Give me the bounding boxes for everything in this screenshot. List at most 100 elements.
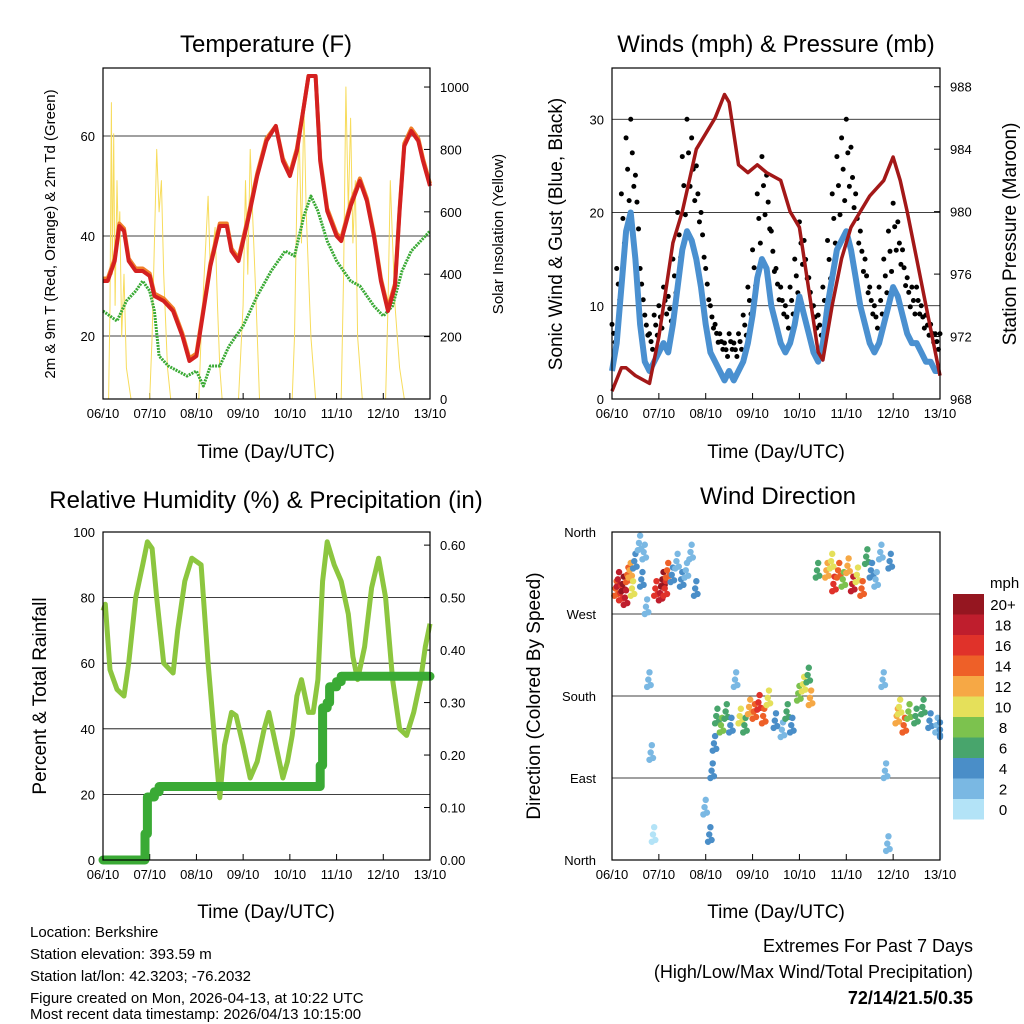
direction-point bbox=[635, 539, 643, 547]
legend-label: 16 bbox=[995, 638, 1012, 655]
legend-label: 8 bbox=[999, 720, 1007, 737]
direction-point bbox=[665, 559, 672, 567]
legend-swatch bbox=[953, 758, 984, 779]
direction-point bbox=[646, 669, 653, 676]
gust-point bbox=[679, 154, 685, 160]
legend-swatch bbox=[953, 717, 984, 738]
direction-point bbox=[839, 576, 846, 583]
direction-point bbox=[878, 541, 885, 548]
gust-point bbox=[881, 256, 887, 262]
wind-direction-panel: 06/10 07/10 08/10 09/10 10/10 11/10 12/10 13/10… bbox=[562, 525, 956, 882]
direction-point bbox=[653, 578, 660, 585]
gust-point bbox=[631, 183, 637, 189]
gust-point bbox=[643, 322, 649, 328]
direction-point bbox=[874, 581, 882, 589]
direction-point bbox=[652, 585, 659, 592]
y-tick-label: 40 bbox=[81, 229, 95, 244]
x-tick-label: 06/10 bbox=[87, 867, 120, 882]
gust-point bbox=[618, 191, 624, 197]
gust-point bbox=[781, 311, 787, 317]
direction-point bbox=[885, 833, 892, 840]
gust-point bbox=[857, 228, 863, 234]
legend-label: 14 bbox=[995, 659, 1012, 676]
gust-point bbox=[671, 273, 677, 279]
direction-point bbox=[884, 840, 891, 847]
gust-point bbox=[918, 303, 924, 309]
direction-point bbox=[898, 709, 905, 716]
direction-point bbox=[895, 703, 903, 711]
gust-point bbox=[892, 224, 898, 230]
direction-point bbox=[886, 557, 893, 565]
x-tick-label: 07/10 bbox=[133, 867, 166, 882]
direction-point bbox=[641, 541, 648, 548]
gust-point bbox=[700, 232, 706, 238]
direction-point bbox=[741, 721, 748, 729]
x-tick-label: 12/10 bbox=[367, 867, 400, 882]
temperature-ylabel: 2m & 9m T (Red, Orange) & 2m Td (Green) bbox=[42, 89, 59, 378]
direction-point bbox=[649, 754, 657, 762]
direction-point bbox=[624, 599, 631, 607]
gust-point bbox=[626, 198, 632, 204]
gust-point bbox=[775, 281, 781, 287]
gust-point bbox=[895, 219, 901, 225]
gust-point bbox=[789, 298, 795, 304]
gust-point bbox=[692, 198, 698, 204]
gust-point bbox=[870, 311, 876, 317]
gust-point bbox=[845, 150, 851, 156]
y-right-tick-label: 976 bbox=[950, 267, 972, 282]
y-right-tick-label: 972 bbox=[950, 330, 972, 345]
gust-point bbox=[921, 325, 927, 331]
direction-point bbox=[708, 767, 715, 774]
direction-point bbox=[707, 824, 714, 831]
direction-point bbox=[816, 572, 823, 579]
direction-point bbox=[884, 772, 891, 780]
direction-point bbox=[860, 590, 868, 598]
legend-swatch bbox=[953, 594, 984, 615]
gust-point bbox=[676, 232, 682, 238]
gust-point bbox=[848, 144, 854, 150]
gust-point bbox=[675, 210, 681, 216]
gust-point bbox=[701, 254, 707, 260]
y-right-tick-label: 1000 bbox=[440, 80, 469, 95]
legend-swatch bbox=[953, 696, 984, 717]
wind-direction-ylabel: Direction (Colored By Speed) bbox=[524, 572, 545, 819]
x-tick-label: 09/10 bbox=[227, 406, 260, 421]
direction-point bbox=[927, 710, 934, 717]
gust-point bbox=[893, 247, 899, 253]
legend-label: 10 bbox=[995, 700, 1012, 717]
direction-point bbox=[881, 767, 889, 774]
temperature-title: Temperature (F) bbox=[180, 31, 352, 58]
direction-point bbox=[846, 567, 853, 575]
gust-point bbox=[792, 256, 798, 262]
pressure-line bbox=[610, 92, 942, 392]
direction-point bbox=[764, 694, 771, 702]
legend-label: 4 bbox=[999, 761, 1007, 778]
gust-point bbox=[914, 284, 920, 290]
direction-point bbox=[805, 664, 812, 671]
direction-point bbox=[702, 796, 709, 804]
legend-swatch bbox=[953, 799, 984, 820]
y-tick-label: East bbox=[570, 771, 596, 786]
gust-point bbox=[639, 281, 645, 287]
direction-point bbox=[879, 676, 886, 683]
wind-direction-xlabel: Time (Day/UTC) bbox=[707, 902, 845, 923]
direction-point bbox=[663, 567, 671, 574]
gust-point bbox=[731, 340, 737, 346]
y-right-tick-label: 400 bbox=[440, 267, 462, 282]
gust-point bbox=[864, 273, 870, 279]
gust-point bbox=[629, 150, 635, 156]
gust-point bbox=[695, 191, 701, 197]
legend-label: 2 bbox=[999, 782, 1007, 799]
extremes-values: 72/14/21.5/0.35 bbox=[848, 988, 973, 1008]
gust-point bbox=[871, 303, 877, 309]
direction-point bbox=[841, 581, 849, 589]
temperature-panel: 06/10 07/10 08/10 09/10 10/10 11/10 12/10 13/10… bbox=[81, 67, 469, 421]
direction-point bbox=[784, 701, 791, 708]
y-tick-label: 0 bbox=[88, 853, 95, 868]
y-tick-label: 10 bbox=[590, 299, 604, 314]
direction-point bbox=[710, 740, 718, 747]
direction-point bbox=[729, 727, 736, 734]
x-tick-label: 08/10 bbox=[689, 867, 722, 882]
gust-point bbox=[835, 183, 841, 189]
